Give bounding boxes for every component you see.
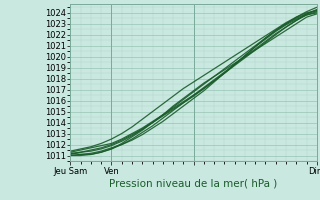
- X-axis label: Pression niveau de la mer( hPa ): Pression niveau de la mer( hPa ): [109, 178, 278, 188]
